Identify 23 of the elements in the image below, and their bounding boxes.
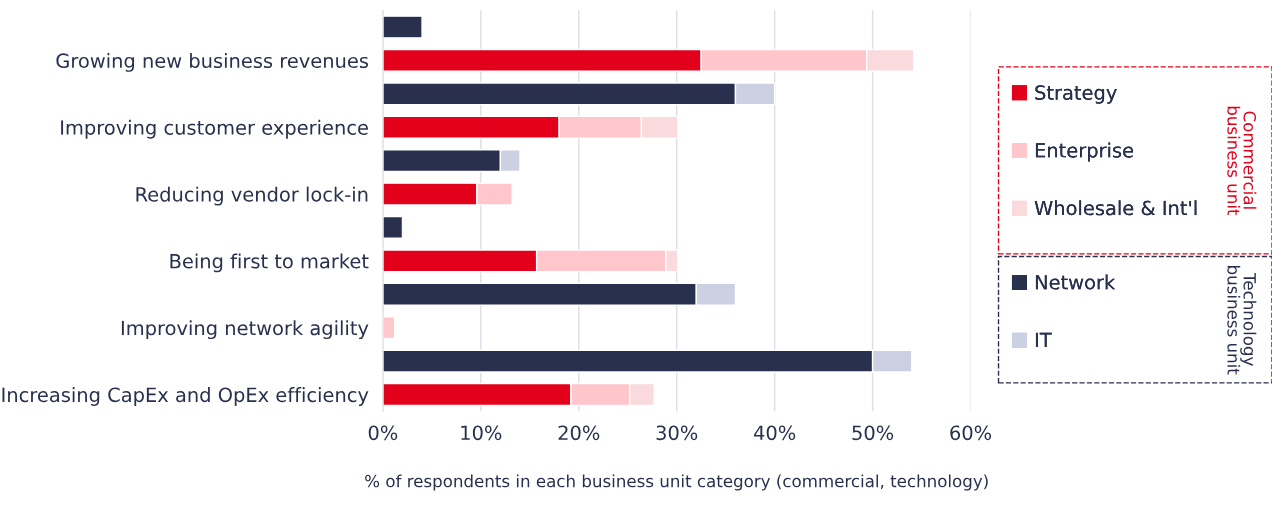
bar xyxy=(382,215,404,239)
y-tick-label: Improving customer experience xyxy=(61,119,368,139)
text: Technology business unit xyxy=(1227,266,1257,375)
y-tick-label: Growing new business revenues xyxy=(56,53,369,72)
legend-label: Network xyxy=(1035,274,1116,290)
y-tick-label: Increasing CapEx and OpEx efficiency xyxy=(2,387,369,406)
legend-label: IT xyxy=(1035,332,1052,348)
y-tick-label: Being first to market xyxy=(170,253,369,273)
y-tick-label: Reducing vendor lock-in xyxy=(136,186,368,206)
x-tick-label: 50% xyxy=(852,425,894,441)
text: Commercial business unit xyxy=(1227,106,1257,216)
bar xyxy=(382,15,423,39)
x-axis-title: % of respondents in each business unit category (commercial, technology) xyxy=(365,474,988,491)
x-tick-label: 10% xyxy=(461,425,502,441)
x-tick-label: 20% xyxy=(558,425,600,441)
x-tick-label: 60% xyxy=(950,425,992,441)
y-tick-label: Improving network agility xyxy=(121,320,369,340)
legend-label: Enterprise xyxy=(1035,142,1134,162)
x-tick-label: 0% xyxy=(368,425,398,441)
legend-label: Strategy xyxy=(1035,85,1117,104)
x-tick-label: 40% xyxy=(753,425,796,441)
legend-label: Wholesale & Int'l xyxy=(1034,200,1197,216)
x-tick-label: 30% xyxy=(656,425,698,441)
